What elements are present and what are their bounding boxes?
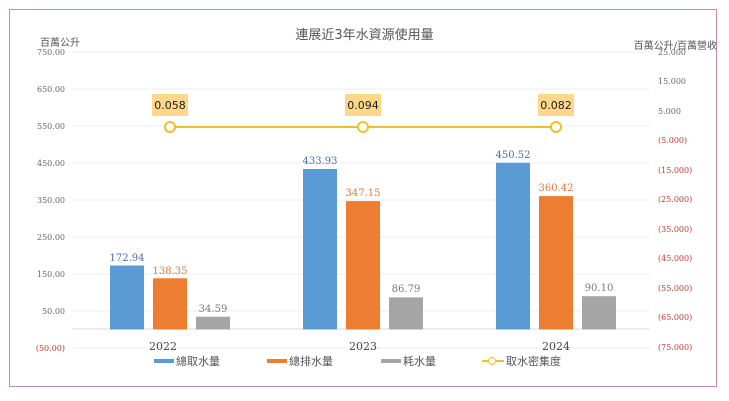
- bar-total-discharge: [539, 196, 573, 330]
- right-tick: (5.000): [658, 136, 687, 145]
- legend-label: 耗水量: [403, 355, 436, 368]
- bar-group-2024: 450.52 360.42 90.10 2024: [496, 150, 616, 353]
- right-tick: (75.000): [658, 343, 692, 352]
- intensity-label: 0.094: [347, 99, 379, 112]
- chart-frame: [9, 9, 717, 387]
- right-axis: 25.000 15.000 5.000 (5.000) (15.000) (25…: [658, 48, 692, 352]
- legend-swatch-orange-icon: [267, 359, 287, 363]
- right-tick: 25.000: [658, 48, 686, 57]
- left-axis-unit: 百萬公升: [40, 38, 80, 49]
- legend-item-total-discharge: 總排水量: [267, 353, 333, 369]
- left-tick: 450.00: [37, 159, 65, 168]
- bar-label: 90.10: [585, 283, 614, 294]
- legend-label: 取水密集度: [506, 355, 561, 368]
- category-label: 2023: [349, 340, 377, 353]
- left-tick: 50.00: [42, 307, 65, 316]
- chart-title: 連展近3年水資源使用量: [295, 28, 434, 43]
- intensity-marker: [164, 121, 176, 133]
- right-tick: (25.000): [658, 195, 692, 204]
- legend-line-marker-icon: [482, 356, 504, 366]
- right-tick: (65.000): [658, 313, 692, 322]
- bar-consumption: [389, 297, 423, 330]
- bar-total-discharge: [153, 278, 187, 330]
- legend-item-total-withdrawal: 總取水量: [154, 353, 220, 369]
- left-tick: 550.00: [37, 122, 65, 131]
- bar-label: 138.35: [153, 266, 188, 277]
- left-tick: 750.00: [37, 48, 65, 57]
- bar-group-2023: 433.93 347.15 86.79 2023: [303, 156, 423, 353]
- intensity-label: 0.058: [154, 99, 186, 112]
- bar-label: 360.42: [539, 183, 574, 194]
- left-tick: 150.00: [37, 270, 65, 279]
- legend-item-consumption: 耗水量: [381, 353, 436, 369]
- right-tick: (55.000): [658, 284, 692, 293]
- bar-total-discharge: [346, 201, 380, 330]
- right-axis-unit: 百萬公升/百萬營收: [633, 41, 717, 52]
- legend-swatch-blue-icon: [154, 359, 174, 363]
- right-tick: (35.000): [658, 225, 692, 234]
- bar-total-withdrawal: [496, 162, 530, 330]
- bar-label: 347.15: [346, 188, 381, 199]
- left-tick: 650.00: [37, 85, 65, 94]
- bar-consumption: [196, 316, 230, 330]
- legend-label: 總排水量: [289, 355, 333, 368]
- intensity-marker: [550, 121, 562, 133]
- left-tick: (50.00): [36, 344, 65, 353]
- right-tick: (45.000): [658, 254, 692, 263]
- bar-group-2022: 172.94 138.35 34.59 2022: [110, 253, 230, 353]
- intensity-marker: [357, 121, 369, 133]
- bar-label: 86.79: [392, 284, 421, 295]
- intensity-label-box: [538, 94, 574, 116]
- intensity-label-box: [345, 94, 381, 116]
- bar-label: 433.93: [303, 156, 338, 167]
- bar-consumption: [582, 296, 616, 330]
- bar-label: 172.94: [110, 253, 145, 264]
- category-label: 2022: [149, 340, 177, 353]
- legend-label: 總取水量: [176, 355, 220, 368]
- left-tick: 250.00: [37, 233, 65, 242]
- bar-total-withdrawal: [110, 265, 144, 330]
- right-tick: (15.000): [658, 166, 692, 175]
- right-tick: 5.000: [658, 107, 681, 116]
- category-label: 2024: [542, 340, 570, 353]
- intensity-label-box: [152, 94, 188, 116]
- legend-item-intensity: 取水密集度: [482, 353, 561, 369]
- left-axis: 750.00 650.00 550.00 450.00 350.00 250.0…: [36, 48, 65, 353]
- legend: 總取水量 總排水量 耗水量 取水密集度: [0, 353, 729, 369]
- bar-total-withdrawal: [303, 169, 337, 330]
- intensity-label: 0.082: [540, 99, 572, 112]
- bar-label: 450.52: [496, 150, 531, 161]
- legend-swatch-gray-icon: [381, 359, 401, 363]
- left-tick: 350.00: [37, 196, 65, 205]
- bar-label: 34.59: [199, 304, 228, 315]
- intensity-line-series: 0.058 0.094 0.082: [152, 94, 574, 133]
- right-tick: 15.000: [658, 77, 686, 86]
